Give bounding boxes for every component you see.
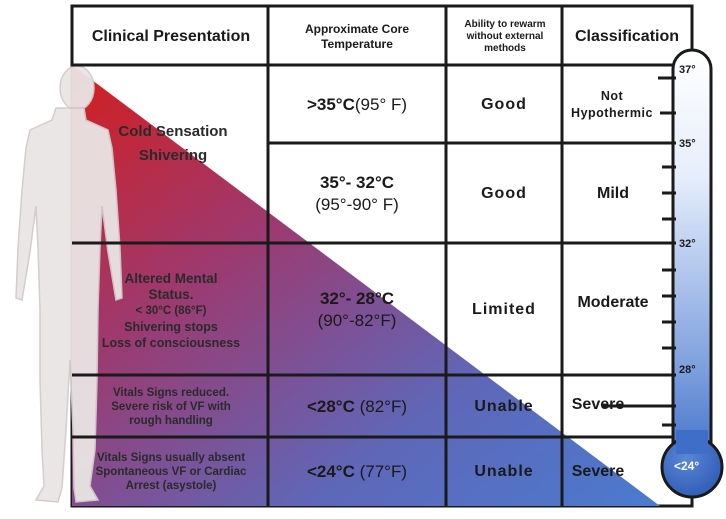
presentation-row-1: Cold Sensation Shivering bbox=[78, 108, 268, 180]
header-core-temperature: Approximate Core Temperature bbox=[304, 21, 410, 51]
ability-row-3: Limited bbox=[472, 301, 536, 318]
classification-row-4: Severe bbox=[571, 396, 625, 413]
presentation-row-1-line-1: Cold Sensation bbox=[118, 123, 228, 140]
presentation-row-3-line-4: Shivering stops bbox=[124, 320, 218, 334]
human-silhouette bbox=[15, 65, 123, 503]
thermometer-ticks bbox=[602, 76, 676, 427]
presentation-row-4-line-3: rough handling bbox=[129, 415, 213, 427]
presentation-row-5-line-3: Arrest (asystole) bbox=[125, 480, 217, 492]
thermometer-label-28: 28° bbox=[679, 364, 696, 376]
header-rewarm-ability: Ability to rewarm without external metho… bbox=[464, 18, 546, 54]
thermometer-label-35: 35° bbox=[679, 138, 696, 150]
temperature-row-2: 35°- 32°C (95°-90° F) bbox=[268, 145, 446, 243]
temperature-row-3-fahrenheit: (90°-82°F) bbox=[317, 311, 397, 330]
thermometer-bulb-label: <24° bbox=[674, 459, 700, 473]
presentation-row-3-line-3: < 30°C (86°F) bbox=[135, 305, 207, 317]
presentation-row-4: Vitals Signs reduced. Severe risk of VF … bbox=[74, 377, 268, 437]
presentation-row-3-line-1: Altered Mental bbox=[124, 271, 218, 286]
presentation-row-5-line-2: Spontaneous VF or Cardiac bbox=[95, 466, 247, 478]
thermometer bbox=[660, 48, 724, 499]
temperature-row-5-fahrenheit: (77°F) bbox=[359, 462, 408, 481]
column-dividers bbox=[266, 6, 564, 506]
temperature-row-5-celsius: <24°C bbox=[306, 462, 355, 481]
temperature-row-4: <28°C (82°F) bbox=[268, 377, 446, 437]
presentation-row-1-line-2: Shivering bbox=[138, 147, 208, 164]
classification-row-1: Not Hypothermic bbox=[571, 89, 653, 120]
thermometer-label-37: 37° bbox=[679, 64, 696, 76]
temperature-row-1-fahrenheit: (95° F) bbox=[354, 95, 408, 114]
presentation-row-4-line-1: Vitals Signs reduced. bbox=[112, 387, 230, 399]
row-dividers bbox=[72, 63, 692, 439]
presentation-row-3: Altered Mental Status. < 30°C (86°F) Shi… bbox=[74, 250, 268, 372]
thermometer-label-32: 32° bbox=[679, 238, 696, 250]
ability-row-4: Unable bbox=[474, 398, 534, 415]
ability-row-1: Good bbox=[481, 96, 527, 113]
presentation-row-4-line-2: Severe risk of VF with bbox=[111, 401, 231, 413]
temperature-row-3: 32°- 28°C (90°-82°F) bbox=[268, 245, 446, 375]
presentation-row-3-line-5: Loss of consciousness bbox=[101, 336, 241, 350]
presentation-row-3-line-2: Status. bbox=[148, 287, 194, 302]
temperature-row-5: <24°C (77°F) bbox=[268, 439, 446, 505]
ability-row-5: Unable bbox=[474, 463, 534, 480]
temperature-row-4-celsius: <28°C bbox=[306, 397, 355, 416]
temperature-row-2-celsius: 35°- 32°C bbox=[319, 173, 395, 192]
temperature-row-4-fahrenheit: (82°F) bbox=[359, 397, 408, 416]
classification-row-3: Moderate bbox=[577, 294, 649, 311]
header-clinical-presentation: Clinical Presentation bbox=[91, 27, 251, 45]
presentation-row-5-line-1: Vitals Signs usually absent bbox=[96, 452, 246, 464]
classification-row-5: Severe bbox=[571, 463, 625, 480]
classification-row-2: Mild bbox=[597, 185, 629, 202]
temperature-row-2-fahrenheit: (95°-90° F) bbox=[315, 195, 399, 214]
header-classification: Classification bbox=[574, 27, 680, 45]
presentation-row-5: Vitals Signs usually absent Spontaneous … bbox=[74, 439, 268, 505]
temperature-row-3-celsius: 32°- 28°C bbox=[319, 289, 395, 308]
temperature-row-1-celsius: >35°C bbox=[306, 95, 355, 114]
ability-row-2: Good bbox=[481, 185, 527, 202]
temperature-row-1: >35°C(95° F) bbox=[268, 67, 446, 143]
severity-gradient-triangle bbox=[72, 65, 660, 506]
